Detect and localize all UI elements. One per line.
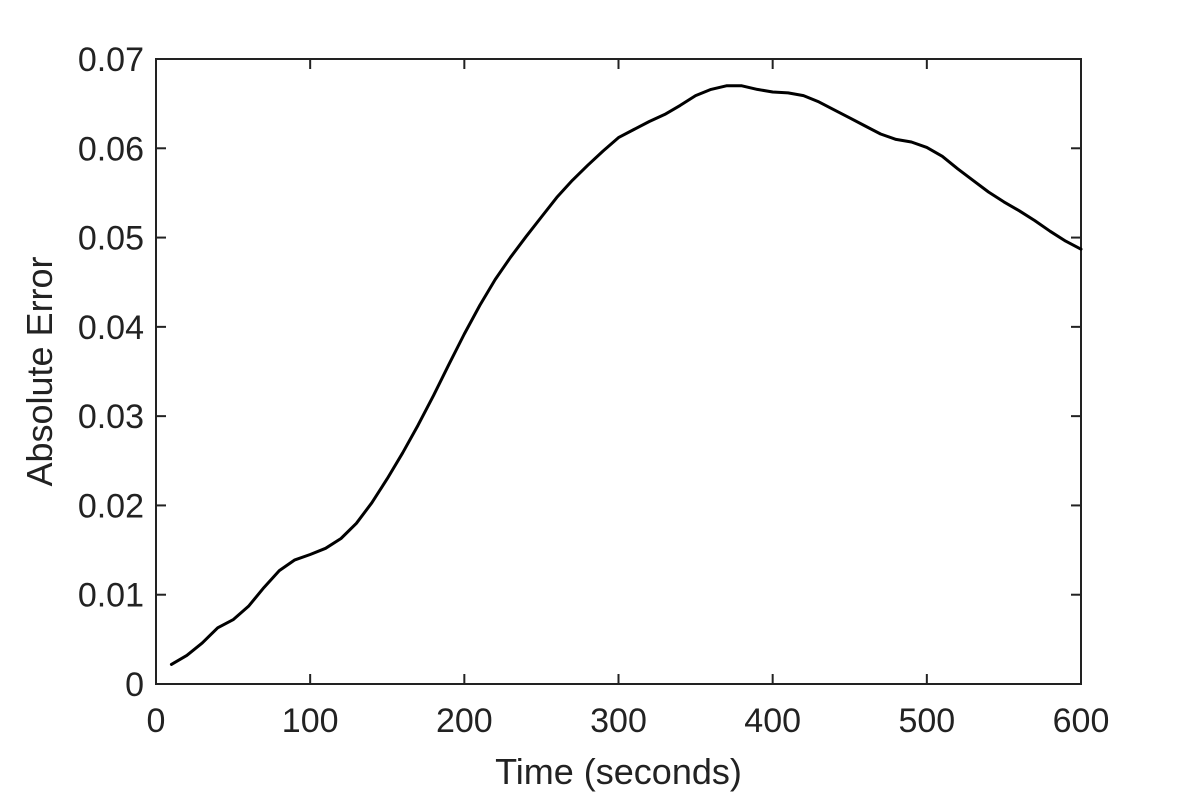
x-tick-label: 400	[744, 702, 801, 740]
y-tick-label: 0.04	[78, 309, 144, 347]
x-tick-label: 500	[898, 702, 955, 740]
x-tick-label: 0	[147, 702, 166, 740]
axis-ticks	[155, 58, 1082, 685]
y-tick-label: 0.01	[78, 577, 144, 615]
y-axis-title: Absolute Error	[19, 256, 60, 486]
x-tick-label: 100	[282, 702, 339, 740]
x-tick-label: 300	[590, 702, 647, 740]
y-tick-label: 0.02	[78, 487, 144, 525]
y-tick-label: 0.03	[78, 398, 144, 436]
x-tick-label: 600	[1053, 702, 1110, 740]
x-axis-title: Time (seconds)	[495, 751, 742, 792]
x-tick-label: 200	[436, 702, 493, 740]
series-line	[169, 84, 1083, 666]
x-tick-labels: 0 100 200 300 400 500 600	[147, 702, 1110, 740]
y-tick-label: 0.05	[78, 220, 144, 258]
y-tick-labels: 0 0.01 0.02 0.03 0.04 0.05 0.06 0.07	[78, 41, 144, 704]
y-tick-label: 0.07	[78, 41, 144, 79]
y-tick-label: 0	[125, 666, 144, 704]
plot-frame	[155, 58, 1082, 685]
y-tick-label: 0.06	[78, 130, 144, 168]
